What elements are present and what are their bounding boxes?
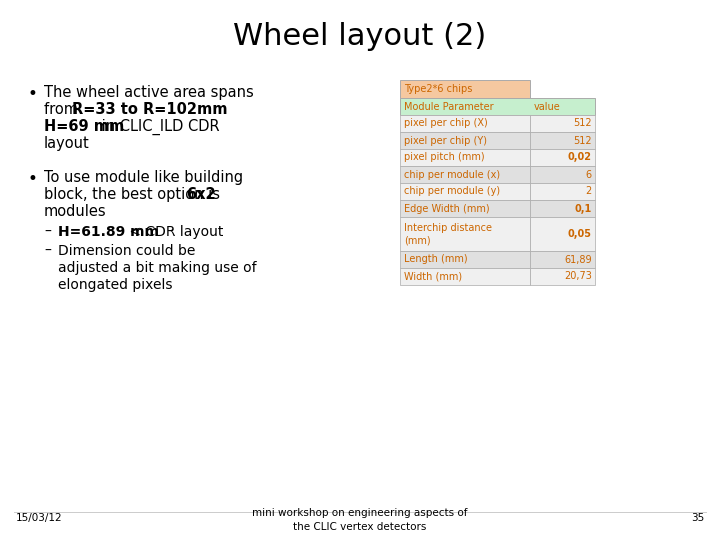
Text: R=33 to R=102mm: R=33 to R=102mm <box>72 102 228 117</box>
Bar <box>530 200 595 217</box>
Text: layout: layout <box>44 136 90 151</box>
Text: 61,89: 61,89 <box>564 254 592 265</box>
Text: value: value <box>534 102 561 111</box>
Bar <box>400 149 530 166</box>
Bar <box>400 98 595 115</box>
Text: < CDR layout: < CDR layout <box>125 225 223 239</box>
Text: 0,02: 0,02 <box>568 152 592 163</box>
Bar <box>530 251 595 268</box>
Text: Module Parameter: Module Parameter <box>404 102 494 111</box>
Bar <box>530 115 595 132</box>
Bar <box>400 251 530 268</box>
Text: Edge Width (mm): Edge Width (mm) <box>404 204 490 213</box>
Text: H=61.89 mm: H=61.89 mm <box>58 225 159 239</box>
Bar <box>400 166 530 183</box>
Bar <box>530 183 595 200</box>
Text: modules: modules <box>44 204 107 219</box>
Text: Interchip distance
(mm): Interchip distance (mm) <box>404 223 492 245</box>
Text: adjusted a bit making use of: adjusted a bit making use of <box>58 261 256 275</box>
Text: 0,05: 0,05 <box>568 229 592 239</box>
Text: 2: 2 <box>586 186 592 197</box>
Bar <box>530 217 595 251</box>
Bar <box>400 183 530 200</box>
Text: 6: 6 <box>586 170 592 179</box>
Text: Wheel layout (2): Wheel layout (2) <box>233 22 487 51</box>
Text: chip per module (x): chip per module (x) <box>404 170 500 179</box>
Bar <box>530 268 595 285</box>
Text: from: from <box>44 102 83 117</box>
Bar <box>400 132 530 149</box>
Text: •: • <box>28 85 38 103</box>
Text: 6x2: 6x2 <box>186 187 215 202</box>
Text: Length (mm): Length (mm) <box>404 254 467 265</box>
Text: 0,1: 0,1 <box>575 204 592 213</box>
Text: •: • <box>28 170 38 188</box>
Bar <box>530 166 595 183</box>
Text: block, the best option is: block, the best option is <box>44 187 225 202</box>
Text: in CLIC_ILD CDR: in CLIC_ILD CDR <box>97 119 220 135</box>
Text: –: – <box>44 244 51 258</box>
Text: Dimension could be: Dimension could be <box>58 244 195 258</box>
Bar <box>400 200 530 217</box>
Bar <box>530 132 595 149</box>
Text: chip per module (y): chip per module (y) <box>404 186 500 197</box>
Text: 512: 512 <box>573 136 592 145</box>
Text: 20,73: 20,73 <box>564 272 592 281</box>
Text: The wheel active area spans: The wheel active area spans <box>44 85 253 100</box>
Text: pixel per chip (Y): pixel per chip (Y) <box>404 136 487 145</box>
Text: 512: 512 <box>573 118 592 129</box>
Text: pixel pitch (mm): pixel pitch (mm) <box>404 152 485 163</box>
Text: 35: 35 <box>690 513 704 523</box>
Text: 15/03/12: 15/03/12 <box>16 513 63 523</box>
Text: H=69 mm: H=69 mm <box>44 119 125 134</box>
Text: mini workshop on engineering aspects of
the CLIC vertex detectors: mini workshop on engineering aspects of … <box>252 508 468 531</box>
Bar <box>400 115 530 132</box>
Text: Width (mm): Width (mm) <box>404 272 462 281</box>
Text: To use module like building: To use module like building <box>44 170 243 185</box>
Text: Type2*6 chips: Type2*6 chips <box>404 84 472 94</box>
Text: –: – <box>44 225 51 239</box>
Bar <box>400 217 530 251</box>
Bar <box>400 80 530 98</box>
Text: pixel per chip (X): pixel per chip (X) <box>404 118 487 129</box>
Text: elongated pixels: elongated pixels <box>58 278 173 292</box>
Bar <box>400 268 530 285</box>
Bar <box>530 149 595 166</box>
